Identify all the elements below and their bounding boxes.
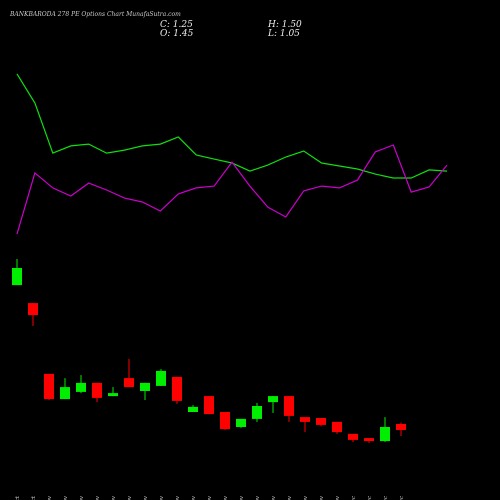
candle-body [156,370,166,386]
x-tick-label: 13 Nov [159,495,165,500]
x-tick-label: 03 Dec [383,496,389,500]
candle-body [380,427,390,442]
candle-body [316,418,326,425]
x-tick-label: 01 Dec [351,496,357,500]
candle-body [236,418,246,427]
ohlc-label: L: 1.05 [267,29,300,39]
x-tick-label: 20 Nov [239,495,245,500]
ohlc-label: C: 1.25 [160,20,193,30]
candle-body [108,393,118,397]
candle-body [44,373,54,400]
x-tick-label: 11 Nov [127,495,133,500]
candle-body [300,417,310,422]
x-tick-label: 04 Nov [63,495,69,500]
candle-body [348,433,358,440]
x-tick-label: 26 Nov [303,495,309,500]
candle-body [252,406,262,419]
x-tick-label: 06 Nov [79,495,85,500]
candle-body [92,382,102,398]
candle-body [76,382,86,392]
x-tick-label: 18 Nov [207,495,213,500]
x-tick-label: 27 Nov [319,495,325,500]
candle-body [188,406,198,412]
candle-body [12,268,22,286]
x-tick-label: 24 Nov [271,495,277,500]
x-tick-label: 12 Nov [143,495,149,500]
candle-body [396,424,406,430]
x-tick-label: 19 Nov [223,495,229,500]
candle-body [60,387,70,400]
candle-body [204,396,214,415]
x-tick-label: 04 Dec [399,496,405,500]
x-tick-label: 10 Nov [111,495,117,500]
indicator-line [16,144,448,235]
ohlc-label: O: 1.45 [160,29,194,39]
candle-body [140,382,150,391]
candle-body [220,412,230,430]
candle-body [28,303,38,316]
x-tick-label: 07 Nov [95,495,101,500]
x-tick-label: 17 Nov [191,495,197,500]
x-tick-label: 02 Dec [367,496,373,500]
x-tick-label: 14 Nov [175,495,181,500]
x-tick-label: 31 Oct [31,495,37,500]
candle-body [124,378,134,388]
x-tick-label: 28 Nov [335,495,341,500]
candle-body [268,396,278,403]
chart-title: BANKBARODA 278 PE Options Chart MunafaSu… [9,11,181,18]
candle-body [364,438,374,442]
x-tick-label: 21 Nov [255,495,261,500]
ohlc-label: H: 1.50 [267,20,302,30]
x-tick-label: 03 Nov [47,495,53,500]
candle-body [332,421,342,433]
candle-body [284,396,294,416]
x-tick-label: 30 Oct [15,495,21,500]
x-tick-label: 25 Nov [287,495,293,500]
candle-body [172,376,182,401]
